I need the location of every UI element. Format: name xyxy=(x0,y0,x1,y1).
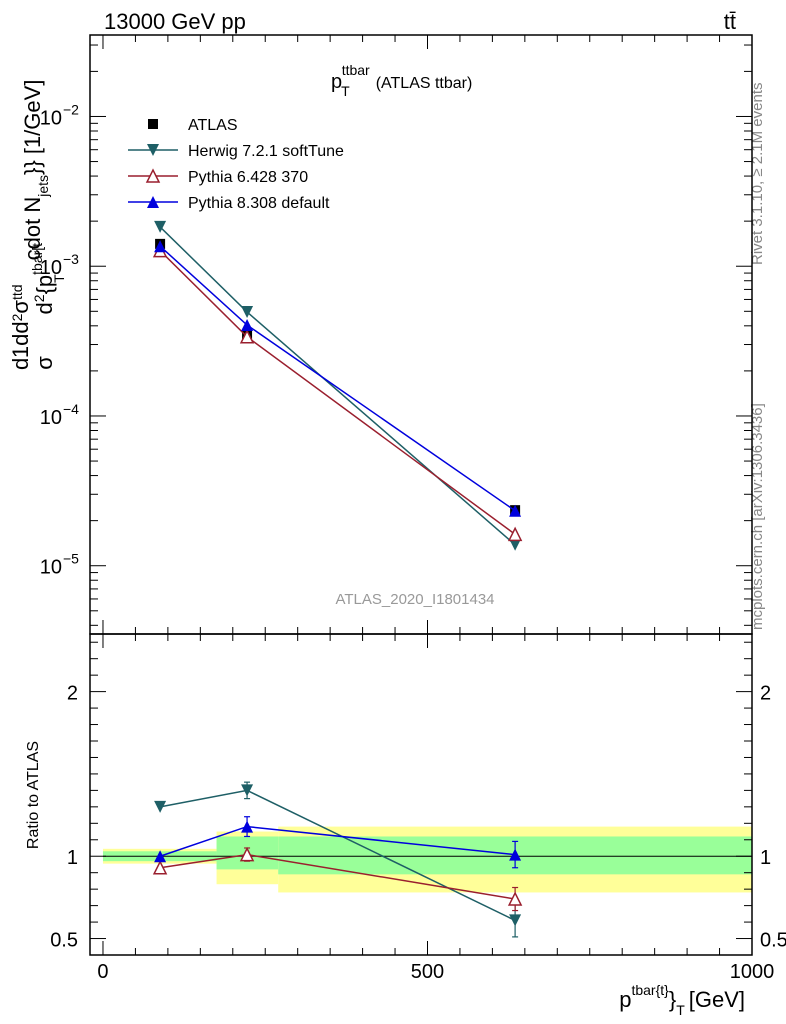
y-tick-label-ratio-right: 2 xyxy=(760,683,771,705)
ratio-panel-ticks: 0 500 1000 0.5 0.5 1 1 2 2 xyxy=(50,634,786,983)
legend-marker-Pythia8 xyxy=(147,196,159,208)
x-axis-label: ptbar{t}}T [GeV] xyxy=(619,982,745,1018)
beam-label: 13000 GeV pp xyxy=(104,9,246,34)
main-panel-series xyxy=(152,220,523,551)
ratio-uncertainty-bands xyxy=(102,826,752,893)
main-panel-ticks: 10−510−410−310−2 xyxy=(40,35,753,634)
legend-marker-Herwig xyxy=(147,144,159,156)
title-p: p xyxy=(331,71,342,93)
mcplots-label: mcplots.cern.ch [arXiv:1306.3436] xyxy=(749,403,766,630)
data-point-Pythia6 xyxy=(507,526,523,542)
legend-label-Herwig: Herwig 7.2.1 softTune xyxy=(188,143,344,160)
data-point-Pythia8 xyxy=(241,319,254,332)
legend-label-Pythia8: Pythia 8.308 default xyxy=(188,195,330,212)
x-tick-label: 0 xyxy=(97,961,108,983)
main-panel: 10−510−410−310−2 xyxy=(40,34,753,635)
title-subscript: T xyxy=(341,83,350,99)
y-tick-label-ratio: 1 xyxy=(67,847,78,869)
ratio-point-Herwig xyxy=(241,784,254,797)
y-tick-label-ratio-right: 1 xyxy=(760,847,771,869)
title-rest: (ATLAS ttbar) xyxy=(376,75,473,92)
x-tick-label: 1000 xyxy=(730,961,775,983)
legend-label-Pythia6: Pythia 6.428 370 xyxy=(188,169,308,186)
data-point-Herwig xyxy=(154,220,167,233)
process-label: tt̄ xyxy=(724,9,736,34)
chart-title: pTttbar (ATLAS ttbar) xyxy=(331,62,472,99)
analysis-id: ATLAS_2020_I1801434 xyxy=(335,591,494,608)
legend-marker-Pythia6 xyxy=(145,168,161,183)
ratio-point-Pythia6 xyxy=(239,846,255,862)
ratio-panel-frame xyxy=(89,633,753,956)
data-point-Pythia6 xyxy=(239,329,255,344)
y-tick-label-top: 10 xyxy=(40,557,62,579)
y-tick-label-top-exponent: −2 xyxy=(63,101,79,117)
y-tick-label-top: 10 xyxy=(40,407,62,429)
ratio-panel-series xyxy=(152,781,523,938)
data-point-Pythia8 xyxy=(509,504,522,517)
y-tick-label-top: 10 xyxy=(40,257,62,279)
legend: ATLAS Herwig 7.2.1 softTune Pythia 6.428 3… xyxy=(128,117,344,212)
legend-marker-ATLAS xyxy=(148,119,158,129)
y-tick-label-top-exponent: −3 xyxy=(63,251,79,267)
series-line-Herwig xyxy=(159,226,516,546)
ratio-point-Pythia8 xyxy=(154,850,167,863)
y-tick-label-ratio: 0.5 xyxy=(50,930,78,952)
y-tick-label-ratio: 2 xyxy=(67,683,78,705)
rivet-version-label: Rivet 3.1.10, ≥ 2.1M events xyxy=(749,83,766,266)
y-tick-label-top-exponent: −4 xyxy=(63,401,79,417)
series-line-Pythia8 xyxy=(159,245,516,512)
y-axis-label-ratio: Ratio to ATLAS xyxy=(25,741,42,849)
x-tick-label: 500 xyxy=(411,961,444,983)
svg-text:dσ1dd2σttdd2{ptbar[tTcdot Njet: dσ1dd2σttdd2{ptbar[tTcdot Njets}} [1/GeV… xyxy=(8,80,67,370)
y-tick-label-top-exponent: −5 xyxy=(63,551,79,567)
ratio-point-Pythia8 xyxy=(241,820,254,833)
data-point-Herwig xyxy=(509,538,522,551)
ratio-point-Pythia8 xyxy=(509,848,522,861)
ratio-panel: 0 500 1000 0.5 0.5 1 1 2 2 xyxy=(50,633,786,983)
ratio-point-Pythia6 xyxy=(507,891,523,906)
data-point-Herwig xyxy=(241,305,254,318)
ratio-point-Pythia6 xyxy=(152,860,168,875)
ratio-point-Herwig xyxy=(154,800,167,813)
y-axis-label-top: dσ1dd2σttdd2{ptbar[tTcdot Njets}} [1/GeV… xyxy=(8,80,67,370)
series-line-Pythia6 xyxy=(159,250,516,535)
y-tick-label-top: 10 xyxy=(40,107,62,129)
ratio-point-Herwig xyxy=(509,914,522,927)
data-point-Pythia8 xyxy=(154,240,167,253)
legend-label-ATLAS: ATLAS xyxy=(188,117,238,134)
title-superscript: ttbar xyxy=(342,62,370,78)
y-tick-label-ratio-right: 0.5 xyxy=(760,930,786,952)
